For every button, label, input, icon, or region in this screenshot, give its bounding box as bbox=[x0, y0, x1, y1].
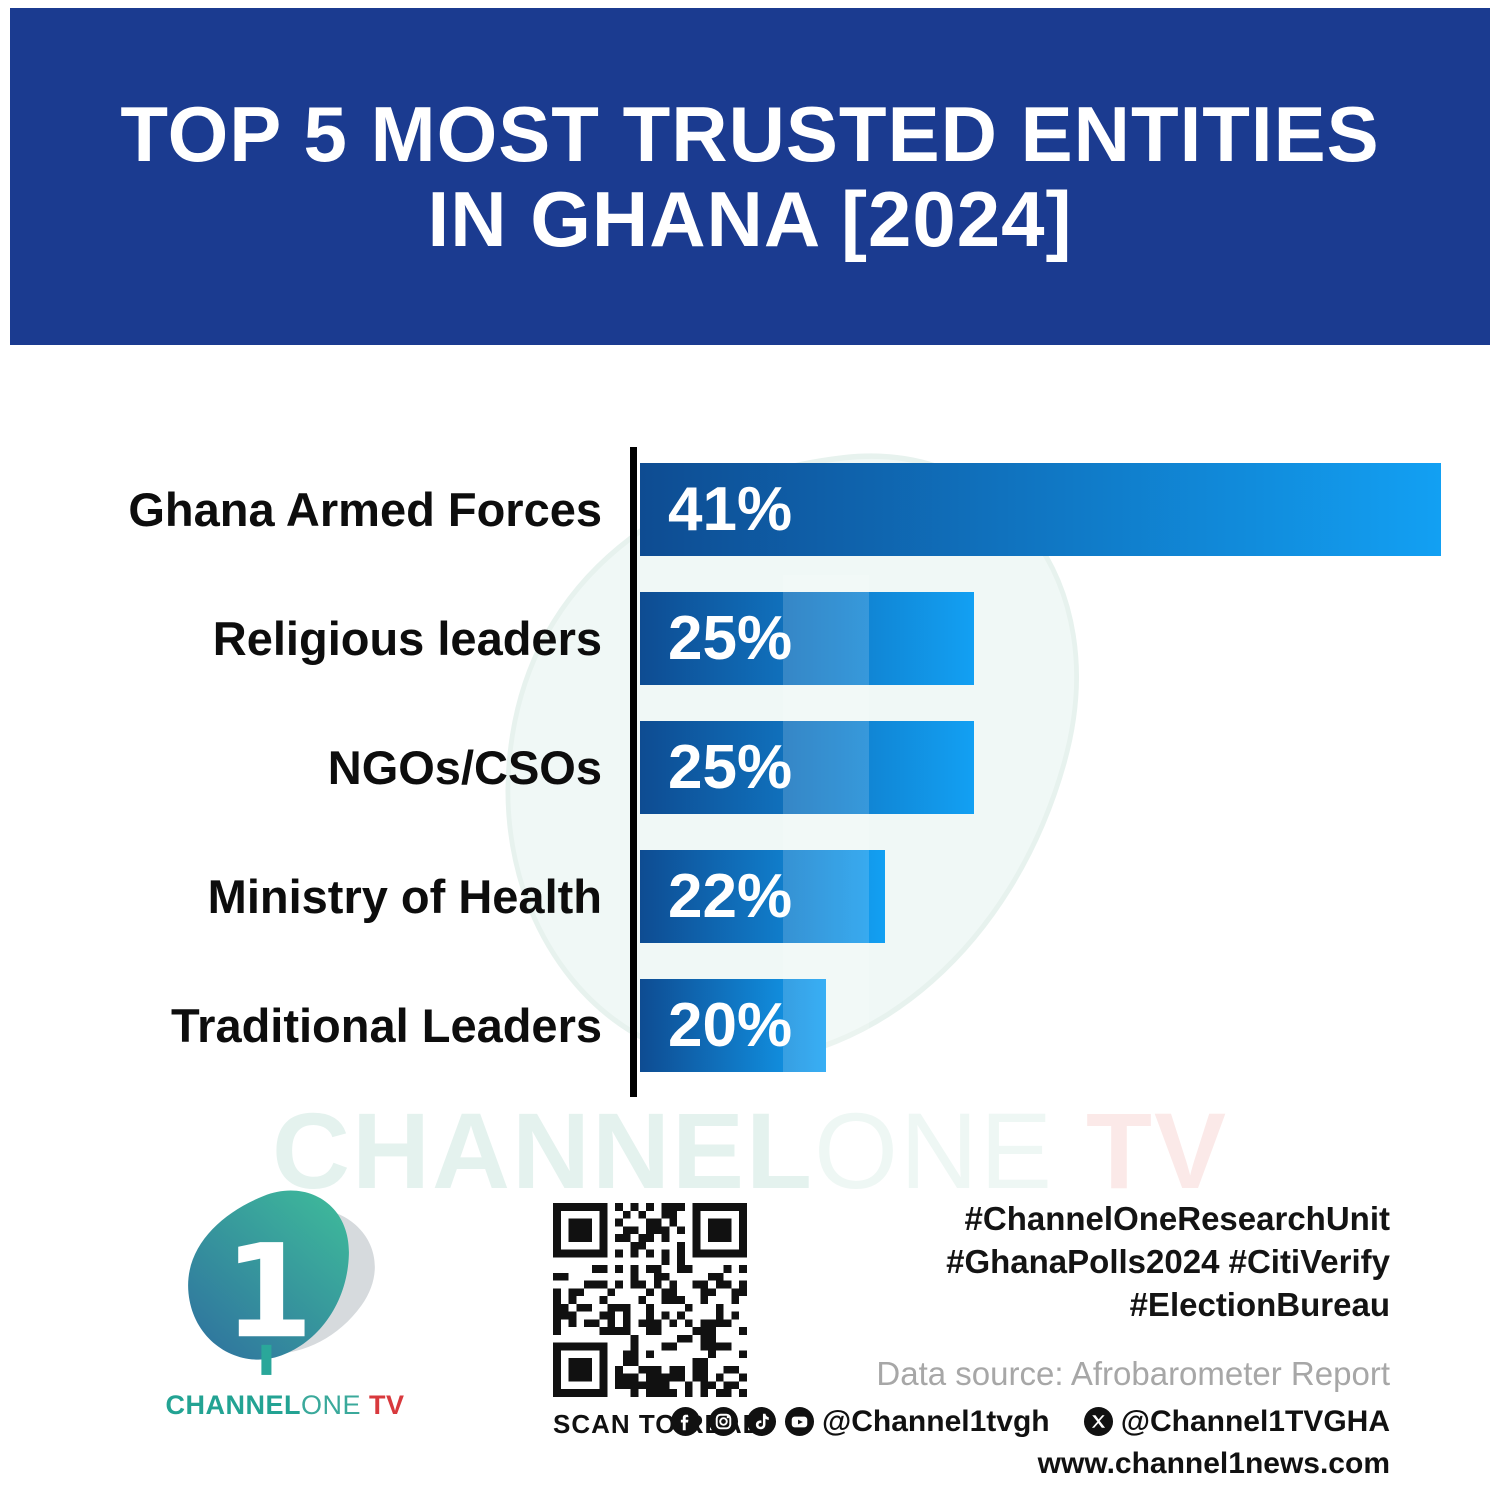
youtube-icon bbox=[784, 1407, 815, 1437]
bar-label-ngos-csos: NGOs/CSOs bbox=[327, 741, 602, 794]
page-title-line2: IN GHANA [2024] bbox=[427, 174, 1073, 263]
handle-x: @Channel1TVGHA bbox=[1120, 1404, 1390, 1438]
bar-label-traditional-leaders: Traditional Leaders bbox=[171, 999, 602, 1052]
header-banner: TOP 5 MOST TRUSTED ENTITIES IN GHANA [20… bbox=[10, 8, 1490, 345]
footer-info-block: #ChannelOneResearchUnit #GhanaPolls2024 … bbox=[670, 1198, 1390, 1481]
bar-label-ministry-of-health: Ministry of Health bbox=[207, 870, 602, 923]
channel-one-logo-text: CHANNELONE TV bbox=[140, 1390, 430, 1421]
social-row: @Channel1tvgh @Channel1TVGHA bbox=[670, 1405, 1390, 1439]
bar-value-label: 20% bbox=[668, 991, 793, 1060]
channel-one-logo-icon: 1 bbox=[188, 1190, 375, 1375]
bar-ministry-of-health: 22% bbox=[640, 850, 885, 943]
bar-value-label: 25% bbox=[668, 604, 793, 673]
channel-one-logo-block: 1 CHANNELONE TV bbox=[140, 1180, 430, 1440]
logo-numeral-1: 1 bbox=[224, 1217, 314, 1367]
hashtags-line-3: #ElectionBureau bbox=[1129, 1285, 1390, 1323]
handle-main: @Channel1tvgh bbox=[822, 1404, 1050, 1438]
bar-label-ghana-armed-forces: Ghana Armed Forces bbox=[128, 483, 602, 536]
bar-value-label: 25% bbox=[668, 733, 793, 802]
hashtags-line-1: #ChannelOneResearchUnit bbox=[964, 1200, 1390, 1237]
x-icon bbox=[1083, 1407, 1113, 1437]
bar-value-label: 41% bbox=[668, 475, 793, 544]
data-source-text: Data source: Afrobarometer Report bbox=[876, 1354, 1390, 1392]
facebook-icon bbox=[670, 1407, 701, 1437]
chart-axis-line bbox=[630, 447, 637, 1097]
logo-text-one: ONE bbox=[300, 1390, 361, 1420]
logo-text-tv: TV bbox=[361, 1390, 405, 1420]
qr-code bbox=[553, 1203, 747, 1397]
logo-text-channel: CHANNEL bbox=[165, 1390, 301, 1420]
bar-value-label: 22% bbox=[668, 862, 793, 931]
watermark-one: ONE bbox=[813, 1090, 1054, 1211]
bar-ngos-csos: 25% bbox=[640, 721, 974, 814]
page-title-line1: TOP 5 MOST TRUSTED ENTITIES bbox=[120, 90, 1380, 179]
bar-label-religious-leaders: Religious leaders bbox=[212, 612, 602, 665]
website-url: www.channel1news.com bbox=[1037, 1446, 1390, 1480]
hashtags-line-2: #GhanaPolls2024 #CitiVerify bbox=[946, 1242, 1390, 1280]
instagram-icon bbox=[708, 1407, 739, 1437]
tiktok-icon bbox=[746, 1407, 777, 1437]
bar-religious-leaders: 25% bbox=[640, 592, 974, 685]
bar-traditional-leaders: 20% bbox=[640, 979, 826, 1072]
watermark-tv: TV bbox=[1054, 1090, 1229, 1211]
bar-ghana-armed-forces: 41% bbox=[640, 463, 1441, 556]
